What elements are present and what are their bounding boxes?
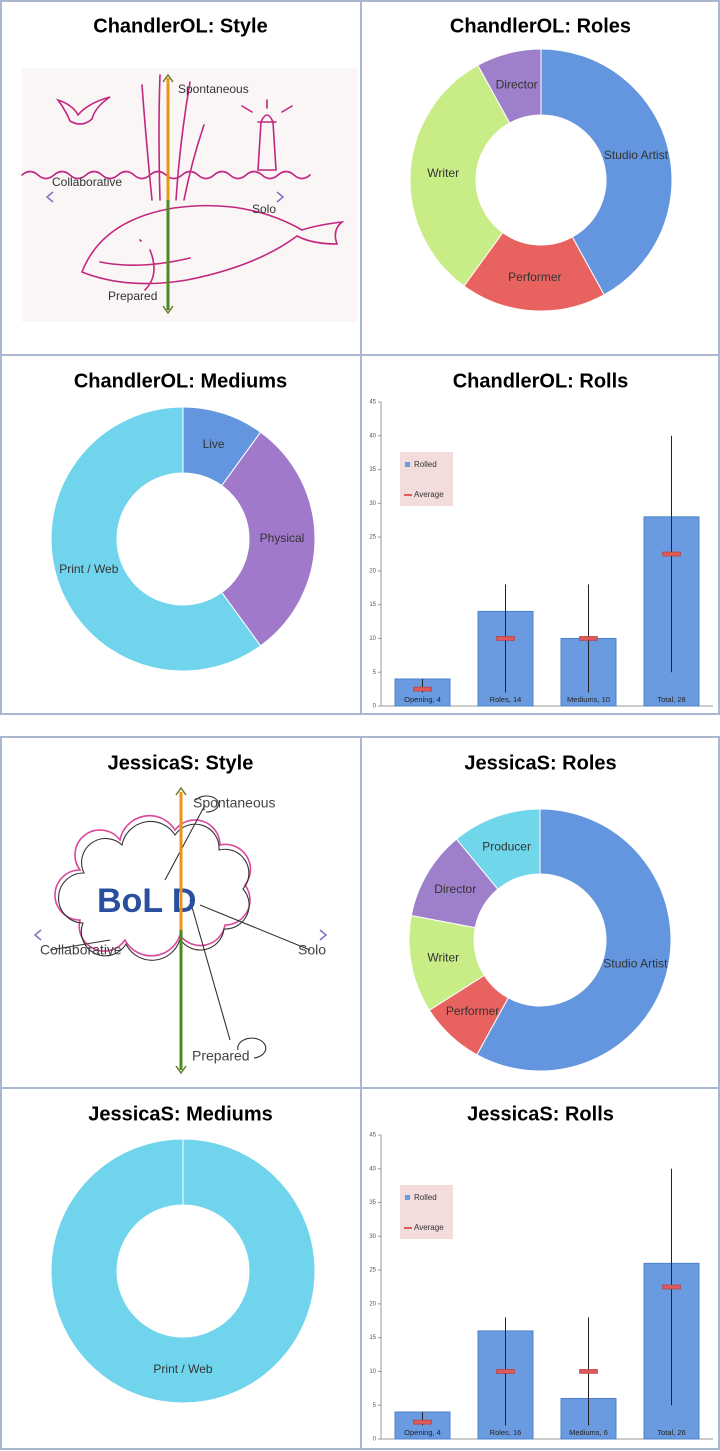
y-tick-label: 25 [369,535,376,541]
style-sketch: Spontaneous Collaborative Solo Prepared [21,68,357,322]
data-label: Opening, 4 [404,695,441,704]
y-tick-label: 35 [369,467,376,473]
chart-title: ChandlerOL: Mediums [74,370,287,392]
y-tick-label: 0 [373,704,377,710]
chart-title: JessicaS: Roles [464,752,616,774]
donut-segment [455,808,541,890]
data-label: Mediums, 10 [567,695,610,704]
style-label: Solo [298,942,326,958]
segment-label: Live [203,437,225,451]
chart-title: ChandlerOL: Style [93,15,267,37]
axis-arrow [33,929,328,941]
y-tick-label: 25 [369,1268,376,1274]
style-label: Prepared [192,1048,250,1064]
legend-label: Average [414,490,444,499]
sketch-lighthouse [241,99,293,171]
axis-arrow [175,786,187,1075]
segment-label: Writer [427,951,459,965]
y-tick-label: 15 [369,1335,376,1341]
sketch-lines [49,795,311,1059]
style-label: Collaborative [40,942,122,958]
y-tick-label: 45 [369,1133,376,1139]
segment-label: Director [434,882,476,896]
style-label: Spontaneous [193,795,276,811]
chart-title: ChandlerOL: Roles [450,15,631,37]
average-marker [413,1419,432,1425]
y-tick-label: 40 [369,1166,376,1172]
legend-label: Rolled [414,460,437,469]
average-marker [579,636,598,641]
sketch-waves [21,170,311,180]
segment-label: Producer [482,839,531,853]
sketch-bird [55,96,111,125]
donut-segment [50,406,262,672]
segment-label: Performer [508,270,561,284]
style-sketch: BoL D Spontaneous Collaborative Solo Pre… [33,786,328,1075]
sketch-cloud [54,814,252,957]
y-tick-label: 0 [373,1437,377,1443]
style-label: Solo [252,202,276,216]
data-label: Roles, 14 [490,695,522,704]
style-label: Spontaneous [178,82,249,96]
average-marker [496,1369,515,1374]
legend-swatch [405,462,410,467]
y-tick-label: 35 [369,1200,376,1206]
legend-box [400,452,453,506]
donut-segment [50,1138,316,1404]
average-marker [496,636,515,641]
legend-swatch [405,1195,410,1200]
segment-label: Print / Web [59,562,118,576]
legend-label: Rolled [414,1193,437,1202]
data-label: Total, 26 [657,1428,685,1437]
y-tick-label: 5 [373,1403,377,1409]
segment-label: Physical [260,531,305,545]
y-tick-label: 15 [369,602,376,608]
segment-label: Studio Artist [604,148,669,162]
segment-label: Performer [446,1004,499,1018]
data-label: Roles, 16 [490,1428,522,1437]
chart-title: JessicaS: Mediums [88,1103,273,1125]
y-tick-label: 10 [369,636,376,642]
y-tick-label: 10 [369,1369,376,1375]
segment-label: Print / Web [153,1362,212,1376]
y-tick-label: 20 [369,568,376,574]
donut-segment [409,64,511,287]
legend-box [400,1185,453,1239]
donut-segment [221,431,316,647]
segment-label: Director [496,77,538,91]
sketch-spray [141,74,205,201]
segment-label: Studio Artist [603,957,668,971]
y-tick-label: 30 [369,1234,376,1240]
donut-segment [540,48,673,296]
data-label: Mediums, 6 [569,1428,608,1437]
y-tick-label: 5 [373,670,377,676]
data-label: Total, 28 [657,695,685,704]
chart-title: JessicaS: Rolls [467,1103,614,1125]
average-marker [662,1284,681,1290]
chart-title: ChandlerOL: Rolls [453,370,629,392]
legend-swatch [404,494,412,496]
y-tick-label: 20 [369,1301,376,1307]
data-label: Opening, 4 [404,1428,441,1437]
average-marker [662,551,681,557]
style-label: Collaborative [52,175,122,189]
donut-segment [477,48,542,124]
y-tick-label: 45 [369,400,376,406]
y-tick-label: 30 [369,501,376,507]
style-label: Prepared [108,289,157,303]
sketch-background [22,68,357,322]
y-tick-label: 40 [369,433,376,439]
legend-label: Average [414,1223,444,1232]
segment-label: Writer [427,166,459,180]
axis-arrow [45,191,285,203]
chart-title: JessicaS: Style [108,752,254,774]
donut-segment [476,808,672,1072]
legend-swatch [404,1227,412,1229]
average-marker [579,1369,598,1374]
axis-arrow [162,73,174,315]
sketch-whale [80,204,345,291]
average-marker [413,686,432,692]
